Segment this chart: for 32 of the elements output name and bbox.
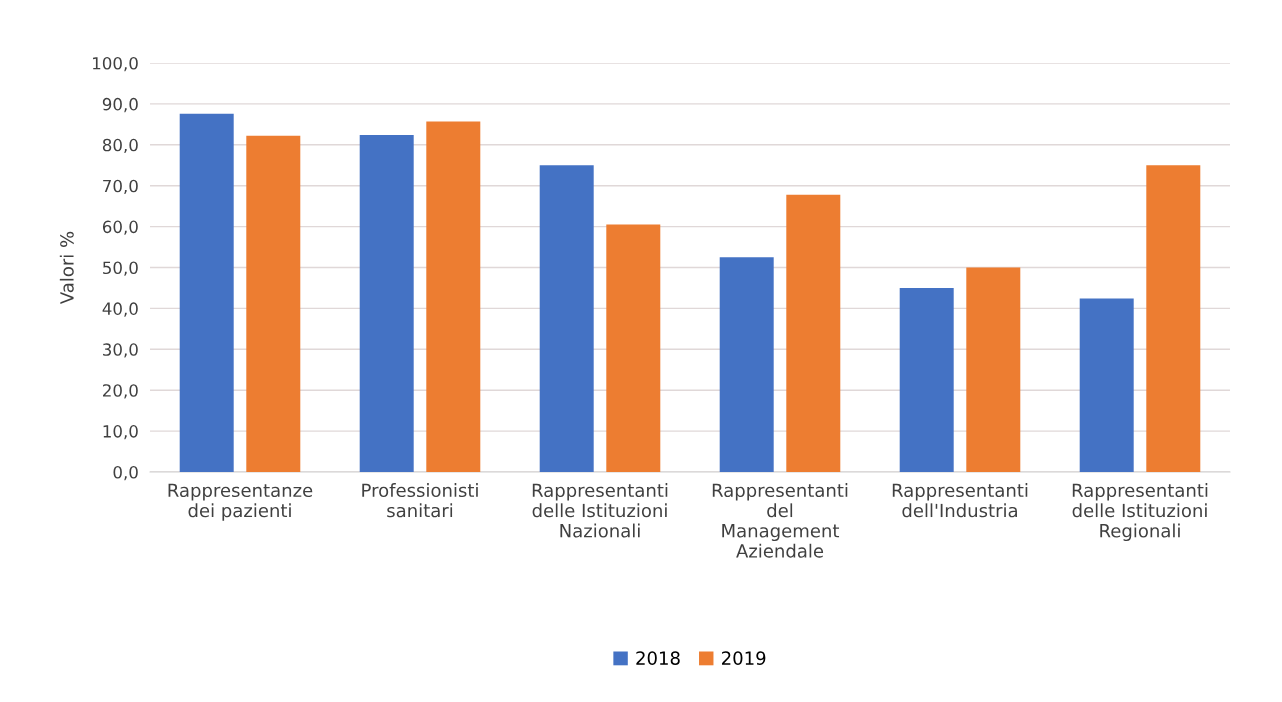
bar xyxy=(359,134,414,472)
y-axis-title: Valori % xyxy=(59,231,74,305)
y-tick-label: 30,0 xyxy=(103,343,138,358)
bar xyxy=(786,194,841,472)
bar xyxy=(966,267,1021,472)
bar xyxy=(1146,165,1201,472)
legend-label: 2018 xyxy=(636,651,680,665)
x-tick-label: Rappresentanze dei pazienti xyxy=(168,483,313,521)
legend-label: 2019 xyxy=(722,651,766,665)
bar xyxy=(539,165,594,472)
x-tick-label: Rappresentanti delle Istituzioni Nazionali xyxy=(532,483,668,538)
y-tick-label: 0,0 xyxy=(113,465,138,481)
bar xyxy=(246,135,301,472)
bar xyxy=(179,113,234,472)
x-tick-label: Rappresentanti del Management Aziendale xyxy=(712,483,848,558)
bar xyxy=(719,257,774,472)
y-tick-label: 10,0 xyxy=(103,425,138,440)
y-tick-label: 50,0 xyxy=(103,261,138,276)
x-tick-label: Rappresentanti delle Istituzioni Regionali xyxy=(1072,483,1208,542)
bar xyxy=(426,121,481,472)
y-tick-label: 60,0 xyxy=(102,220,138,235)
bar xyxy=(899,287,954,472)
y-tick-label: 80,0 xyxy=(102,138,138,154)
y-tick-label: 90,0 xyxy=(102,97,138,113)
x-tick-label: Professionisti sanitari xyxy=(362,483,478,518)
y-tick-label: 20,0 xyxy=(103,384,138,399)
y-tick-label: 100,0 xyxy=(93,56,138,72)
x-tick-label: Rappresentanti dell'Industria xyxy=(892,483,1028,518)
bar xyxy=(606,224,661,472)
y-tick-label: 70,0 xyxy=(103,179,138,194)
y-tick-label: 40,0 xyxy=(102,302,138,317)
bar xyxy=(1079,298,1134,472)
